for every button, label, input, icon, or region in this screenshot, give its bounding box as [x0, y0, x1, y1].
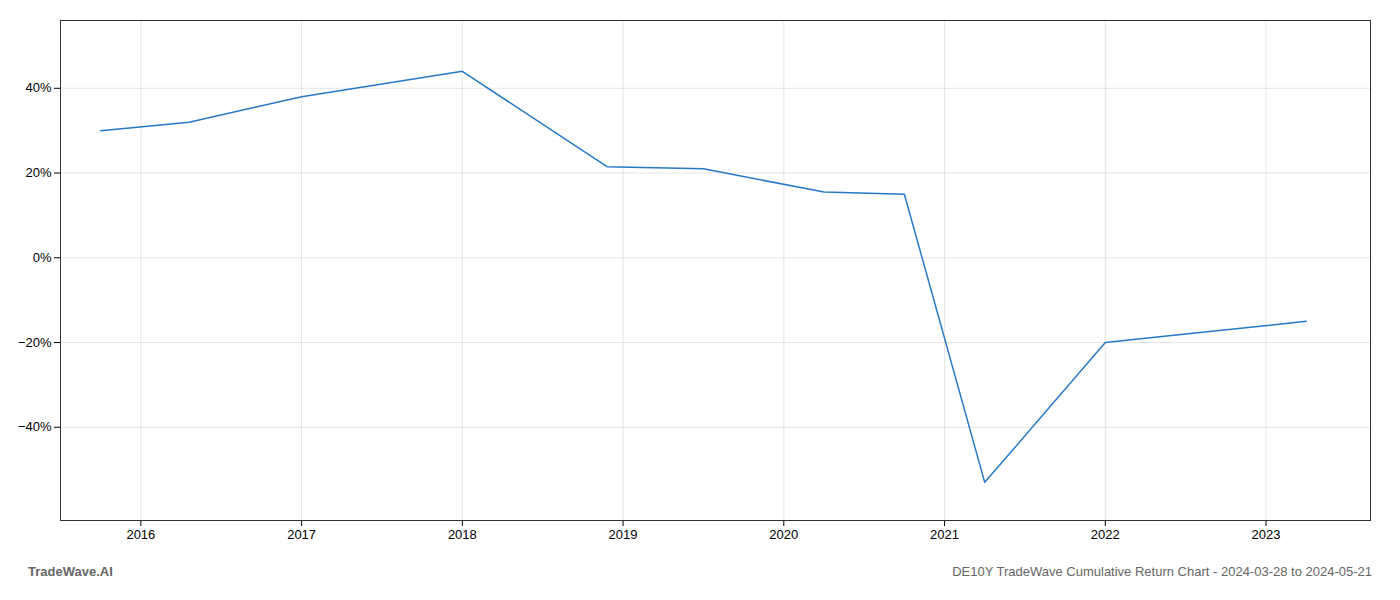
svg-text:2021: 2021 [930, 527, 959, 542]
svg-text:2016: 2016 [126, 527, 155, 542]
html-text:DE10Y TradeWave Cumulative Ret: DE10Y TradeWave Cumulative Return Chart … [952, 564, 1372, 579]
svg-text:2023: 2023 [1252, 527, 1281, 542]
html-text:TradeWave.AI: TradeWave.AI [28, 564, 113, 579]
svg-text:40%: 40% [25, 80, 51, 95]
svg-text:0%: 0% [33, 250, 52, 265]
svg-text:2022: 2022 [1091, 527, 1120, 542]
svg-text:20%: 20% [25, 165, 51, 180]
svg-text:2017: 2017 [287, 527, 316, 542]
svg-text:−20%: −20% [18, 335, 52, 350]
svg-text:2020: 2020 [769, 527, 798, 542]
svg-text:2019: 2019 [609, 527, 638, 542]
svg-text:2018: 2018 [448, 527, 477, 542]
svg-text:−40%: −40% [18, 419, 52, 434]
